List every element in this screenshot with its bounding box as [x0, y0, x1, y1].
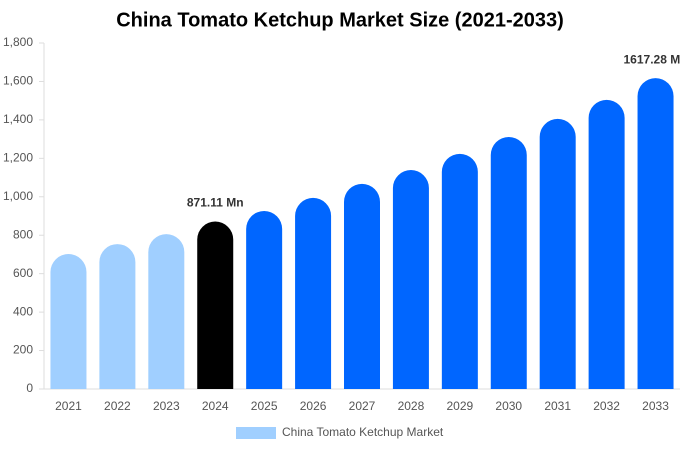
x-tick-label: 2031	[544, 399, 571, 413]
bar	[50, 254, 87, 389]
x-tick-label: 2027	[349, 399, 376, 413]
bar	[99, 244, 136, 389]
y-tick-label: 1,600	[3, 74, 33, 88]
y-tick-label: 1,000	[3, 189, 33, 203]
x-tick-label: 2029	[446, 399, 473, 413]
bar	[344, 183, 380, 389]
x-tick-label: 2024	[202, 399, 229, 413]
bar	[295, 197, 332, 389]
value-label: 1617.28 Mn	[624, 52, 680, 66]
bar	[392, 170, 429, 389]
x-tick-label: 2030	[495, 399, 522, 413]
bar	[490, 136, 527, 389]
x-tick-label: 2033	[642, 399, 669, 413]
x-tick-label: 2032	[593, 399, 620, 413]
y-tick-label: 200	[13, 343, 33, 357]
y-tick-label: 1,800	[3, 35, 33, 49]
x-tick-label: 2028	[398, 399, 425, 413]
bar	[246, 211, 283, 389]
value-label: 871.11 Mn	[187, 196, 244, 210]
bar	[441, 153, 478, 389]
legend-swatch	[236, 427, 276, 439]
x-tick-label: 2023	[153, 399, 180, 413]
y-tick-label: 0	[26, 381, 33, 395]
bar	[588, 99, 625, 390]
x-tick-label: 2022	[104, 399, 131, 413]
x-tick-label: 2021	[55, 399, 82, 413]
legend-label: China Tomato Ketchup Market	[282, 425, 444, 439]
x-tick-label: 2025	[251, 399, 278, 413]
chart-title: China Tomato Ketchup Market Size (2021-2…	[116, 9, 564, 31]
x-tick-label: 2026	[300, 399, 327, 413]
y-tick-label: 1,400	[3, 112, 33, 126]
y-tick-label: 600	[13, 266, 33, 280]
y-tick-label: 800	[13, 227, 33, 241]
bar	[637, 78, 674, 390]
bar	[148, 234, 185, 389]
bar	[197, 221, 234, 389]
y-tick-label: 400	[13, 304, 33, 318]
y-tick-label: 1,200	[3, 151, 33, 165]
bar	[539, 118, 576, 389]
